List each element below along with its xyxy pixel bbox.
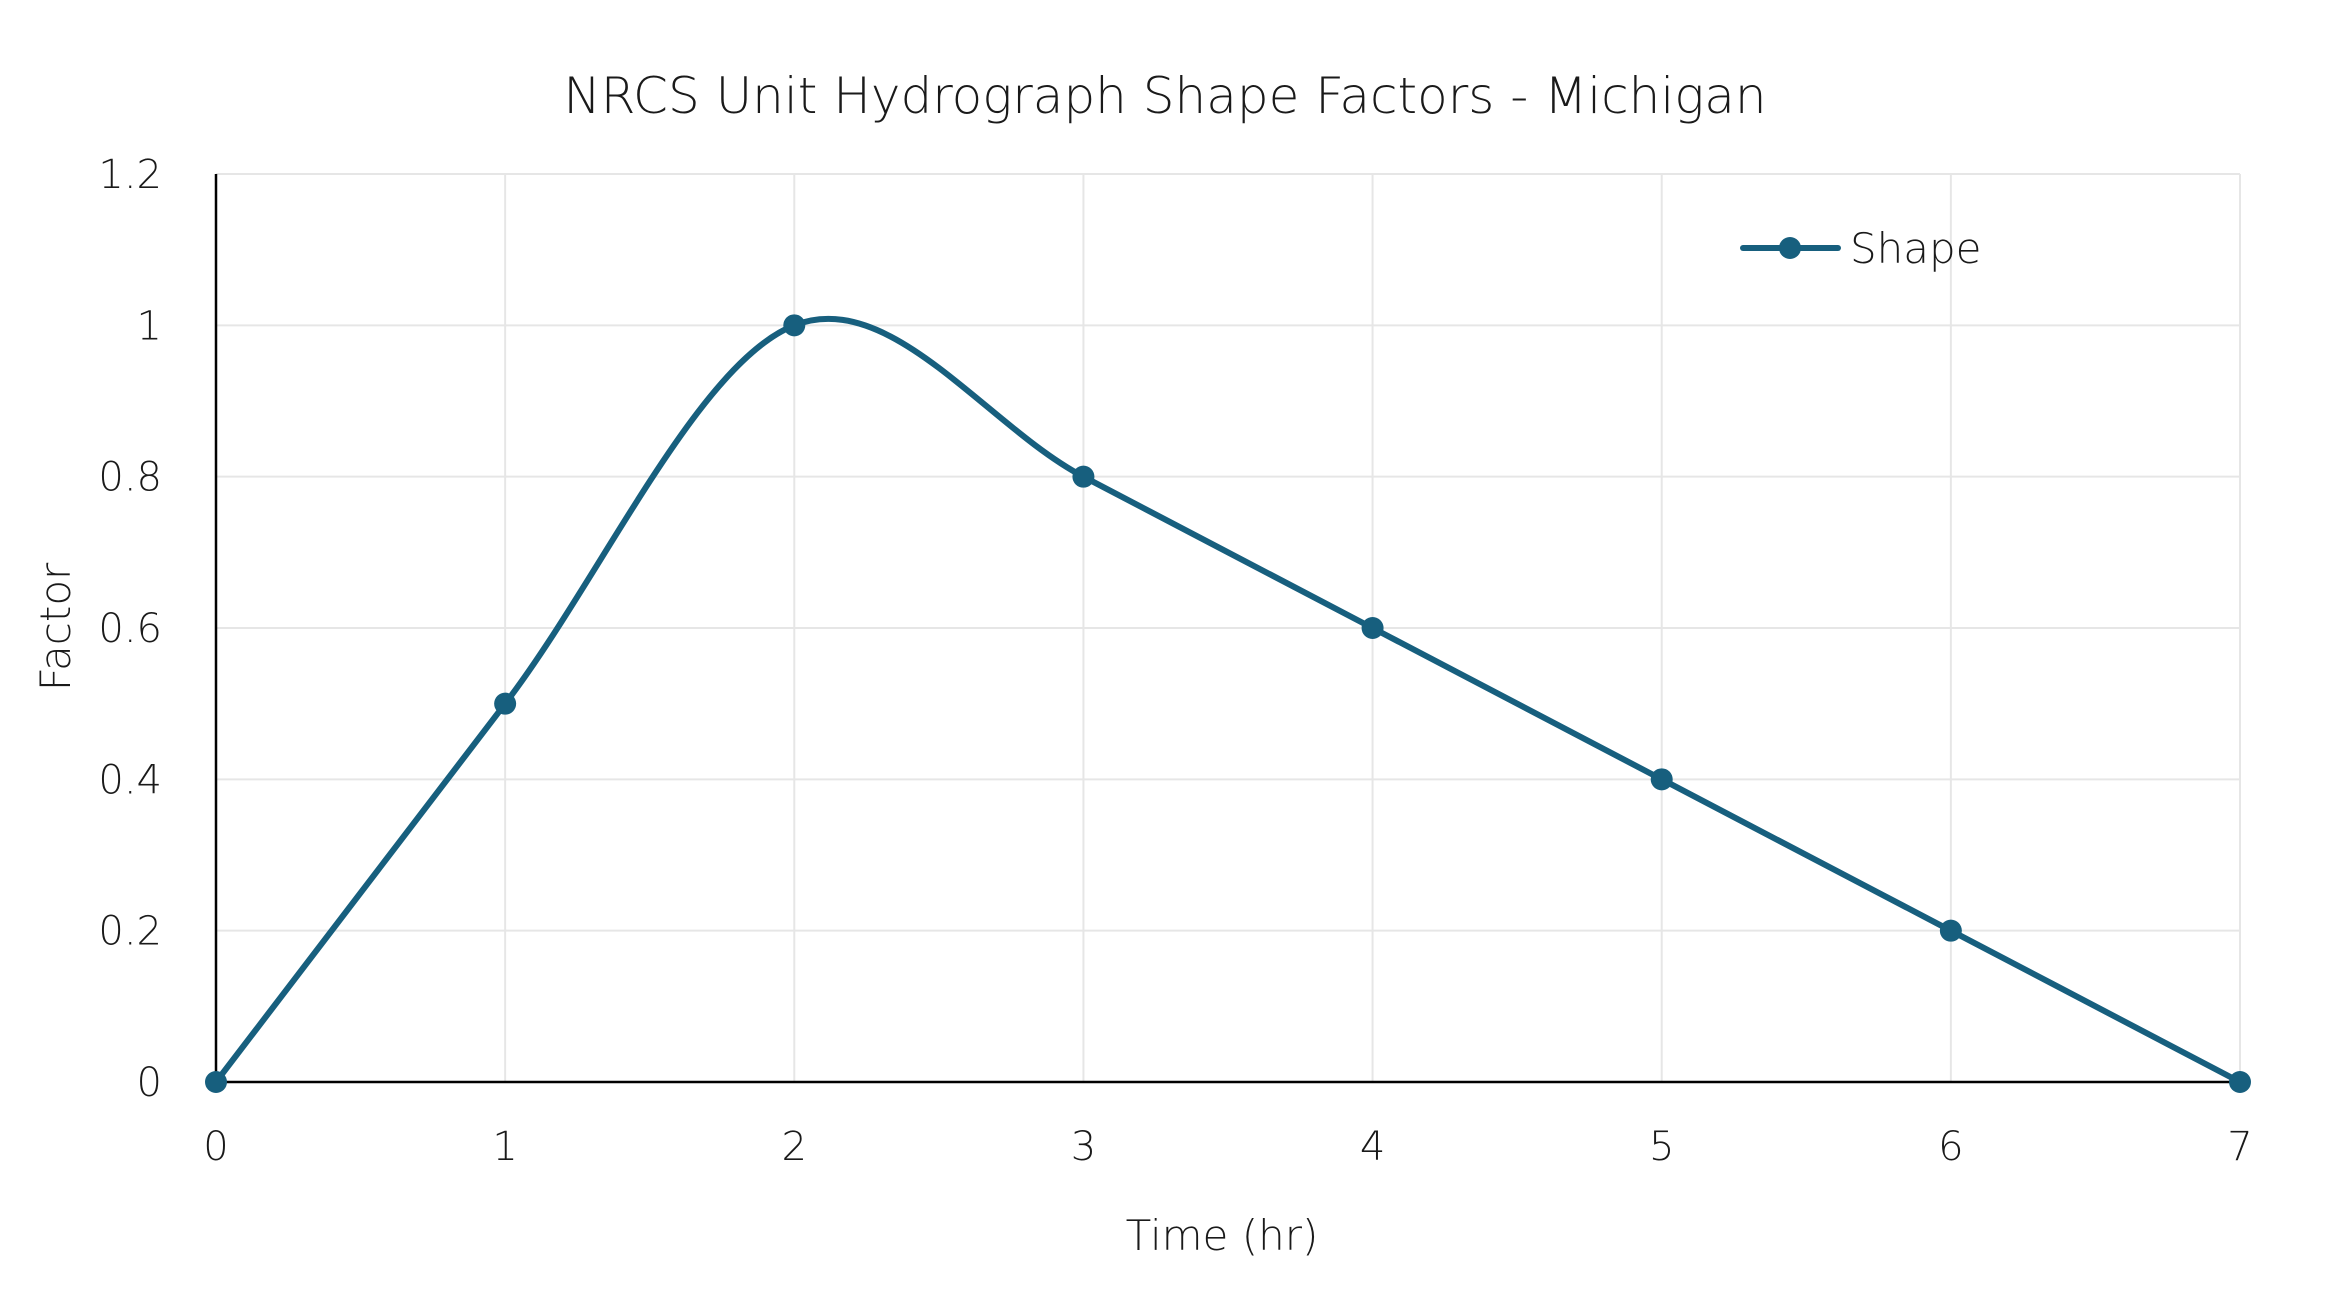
gridlines	[216, 173, 2241, 1082]
x-axis-label: Time (hr)	[1126, 1211, 1319, 1260]
x-tick-label: 3	[1071, 1124, 1096, 1170]
x-tick-label: 2	[782, 1124, 807, 1170]
data-point	[1361, 617, 1384, 639]
y-tick-label: 1.2	[98, 152, 162, 198]
x-tick-label: 5	[1649, 1124, 1674, 1170]
series-layer	[205, 314, 2251, 1093]
y-tick-labels: 0 0.2 0.4 0.6 0.8 1 1.2	[98, 152, 162, 1106]
data-point	[1650, 768, 1673, 791]
y-tick-label: 1	[137, 303, 162, 349]
data-point	[1072, 465, 1095, 488]
data-point	[1939, 919, 1962, 942]
axes	[214, 174, 2240, 1084]
x-tick-label: 4	[1360, 1124, 1385, 1170]
data-point	[2229, 1071, 2251, 1093]
legend-swatch-marker	[1779, 237, 1801, 259]
legend-label-shape: Shape	[1850, 224, 1982, 273]
data-point	[205, 1071, 227, 1093]
y-tick-label: 0.2	[98, 909, 162, 955]
y-tick-label: 0.8	[98, 455, 162, 501]
data-point	[783, 314, 806, 337]
x-tick-label: 7	[2227, 1124, 2252, 1170]
y-axis-label: Factor	[31, 562, 80, 691]
x-tick-label: 6	[1938, 1124, 1963, 1170]
x-tick-label: 1	[492, 1124, 517, 1170]
y-tick-label: 0.6	[98, 606, 162, 652]
y-tick-label: 0	[137, 1060, 162, 1106]
series-line-shape	[213, 316, 2243, 1085]
data-point	[494, 692, 517, 715]
x-tick-label: 0	[203, 1124, 228, 1170]
legend: Shape	[1740, 224, 1982, 273]
x-tick-labels: 0 1 2 3 4 5 6 7	[203, 1124, 2252, 1170]
chart-title: NRCS Unit Hydrograph Shape Factors - Mic…	[563, 67, 1766, 125]
y-tick-label: 0.4	[98, 757, 162, 803]
